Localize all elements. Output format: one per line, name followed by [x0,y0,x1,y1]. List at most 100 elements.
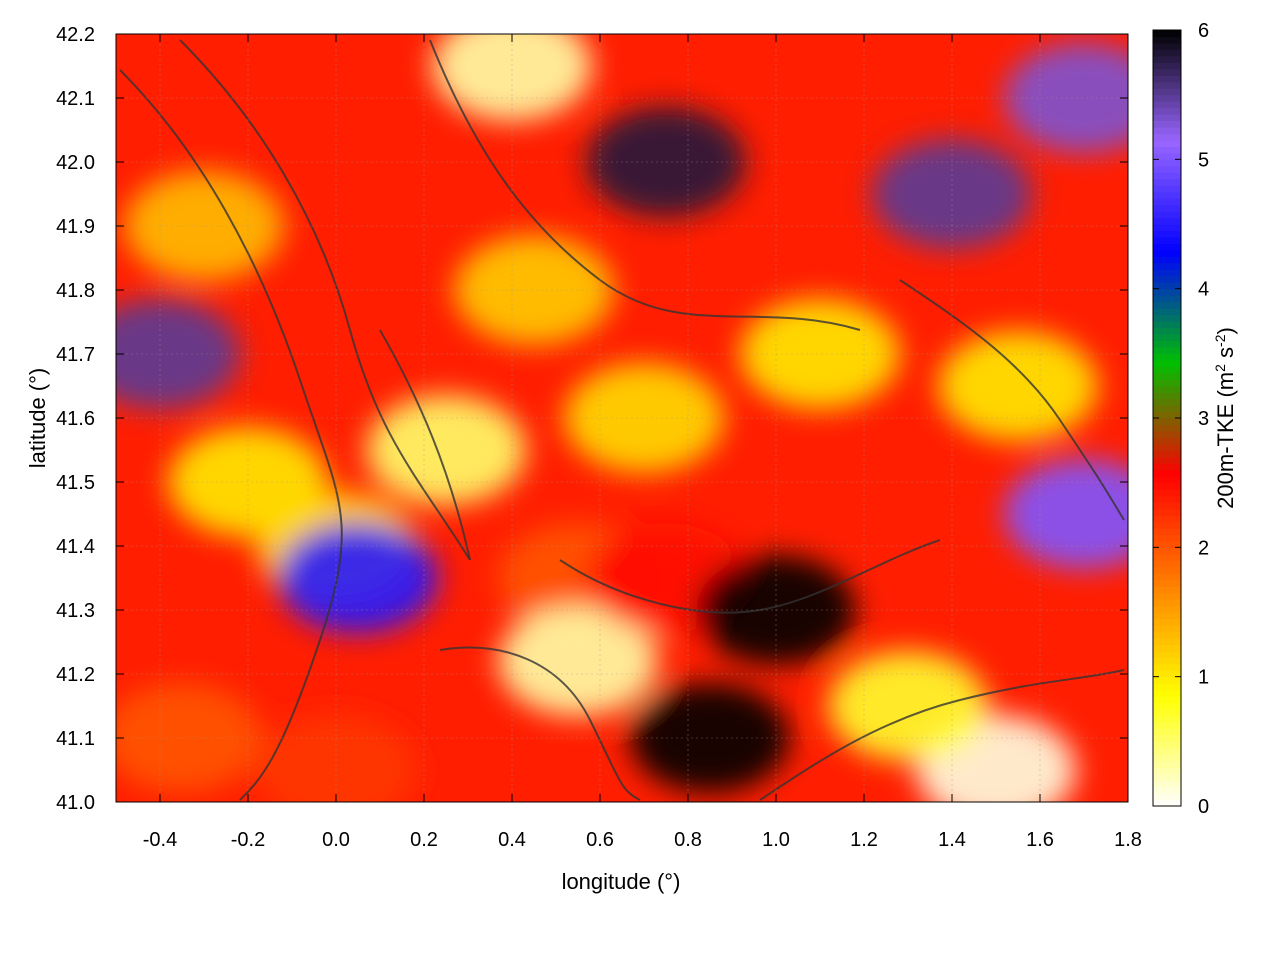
contour-line [759,669,1125,801]
y-tick-label: 41.6 [56,408,95,430]
heatmap-cell [278,523,438,633]
colorbar-segment [1153,476,1181,484]
y-axis-label: latitude (°) [25,368,50,469]
colorbar-segment [1153,624,1181,632]
colorbar-segment [1153,430,1181,438]
colorbar-segment [1153,637,1181,645]
colorbar-segment [1153,450,1181,458]
y-tick-label: 42.2 [56,24,95,46]
colorbar-segment [1153,437,1181,445]
colorbar-segment [1153,741,1181,749]
colorbar-segment [1153,275,1181,283]
colorbar-segment [1153,754,1181,762]
colorbar-segment [1153,728,1181,736]
colorbar-tick-label: 5 [1198,149,1209,171]
colorbar-segment [1153,418,1181,426]
heatmap-cell [564,363,724,473]
colorbar-segment [1153,599,1181,607]
colorbar-segment [1153,469,1181,477]
colorbar-segment [1153,709,1181,717]
colorbar-segment [1153,36,1181,44]
colorbar-segment [1153,495,1181,503]
colorbar-segment [1153,75,1181,83]
colorbar-segment [1153,139,1181,147]
colorbar-tick-label: 0 [1198,796,1209,818]
colorbar-tick-label: 6 [1198,20,1209,42]
colorbar-segment [1153,676,1181,684]
y-tick-label: 41.3 [56,600,95,622]
colorbar-segment [1153,579,1181,587]
contour-line [439,646,641,801]
colorbar-segment [1153,508,1181,516]
colorbar-segment [1153,165,1181,173]
colorbar-segment [1153,204,1181,212]
colorbar-segment [1153,327,1181,335]
colorbar-segment [1153,734,1181,742]
colorbar-segment [1153,243,1181,251]
colorbar: 0 1 2 3 4 5 6 [1152,20,1209,818]
colorbar-segment [1153,224,1181,232]
x-tick-label: 0.8 [674,829,702,851]
contour-line [899,279,1125,521]
colorbar-segment [1153,773,1181,781]
colorbar-segment [1153,295,1181,303]
colorbar-segment [1153,657,1181,665]
colorbar-segment [1153,340,1181,348]
colorbar-segment [1153,405,1181,413]
colorbar-segment [1153,540,1181,548]
heatmap-cell [124,171,284,281]
colorbar-segment [1153,107,1181,115]
colorbar-segment [1153,114,1181,122]
x-tick-label: 0.0 [322,829,350,851]
colorbar-segment [1153,715,1181,723]
colorbar-segment [1153,398,1181,406]
colorbar-segment [1153,586,1181,594]
colorbar-segment [1153,230,1181,238]
x-tick-label: -0.2 [231,829,265,851]
x-tick-label: 1.8 [1114,829,1142,851]
contour-line [179,39,471,561]
colorbar-segment [1153,456,1181,464]
contour-line [379,329,471,561]
colorbar-segment [1153,767,1181,775]
colorbar-segment [1153,618,1181,626]
y-tick-label: 41.8 [56,280,95,302]
colorbar-segment [1153,146,1181,154]
colorbar-segment [1153,359,1181,367]
colorbar-segment [1153,515,1181,523]
colorbar-segment [1153,191,1181,199]
heatmap-cell [828,651,988,761]
colorbar-segment [1153,178,1181,186]
colorbar-segment [1153,353,1181,361]
colorbar-segment [1153,547,1181,555]
colorbar-segment [1153,288,1181,296]
colorbar-segment [1153,560,1181,568]
y-tick-label: 42.1 [56,88,95,110]
colorbar-segment [1153,308,1181,316]
heatmap-cell [1004,459,1128,569]
y-tick-label: 41.4 [56,536,95,558]
colorbar-segment [1153,689,1181,697]
colorbar-segment [1153,133,1181,141]
colorbar-segment [1153,333,1181,341]
colorbar-tick-label: 4 [1198,279,1209,301]
heatmap-cell [740,299,900,409]
colorbar-segment [1153,411,1181,419]
colorbar-segment [1153,534,1181,542]
colorbar-segment [1153,553,1181,561]
x-tick-label: 1.6 [1026,829,1054,851]
colorbar-segment [1153,702,1181,710]
colorbar-segment [1153,786,1181,794]
colorbar-segment [1153,366,1181,374]
colorbar-segment [1153,566,1181,574]
y-tick-label: 41.5 [56,472,95,494]
colorbar-segment [1153,262,1181,270]
heatmap-cell [498,606,658,717]
colorbar-segment [1153,644,1181,652]
colorbar-segment [1153,68,1181,76]
colorbar-segment [1153,392,1181,400]
colorbar-segment [1153,120,1181,128]
colorbar-segment [1153,321,1181,329]
y-tick-label: 41.9 [56,216,95,238]
colorbar-segment [1153,269,1181,277]
